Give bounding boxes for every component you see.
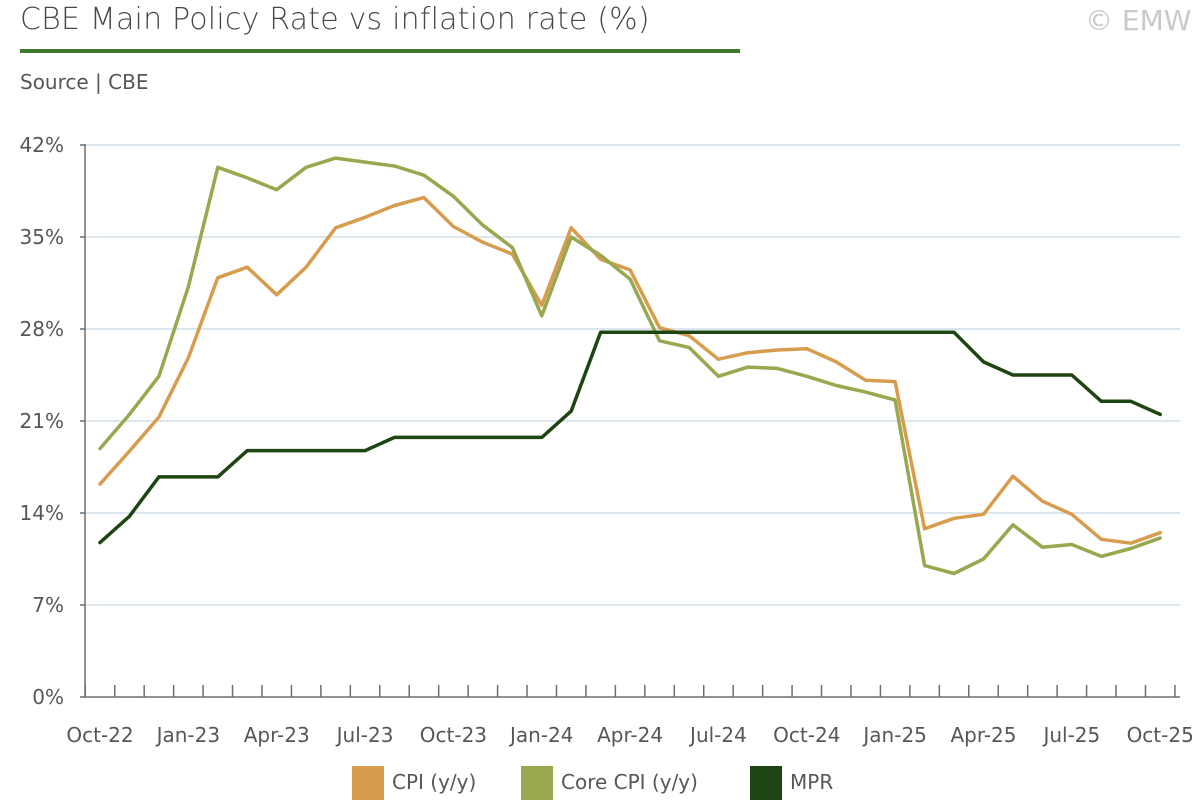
legend: CPI (y/y) Core CPI (y/y) MPR xyxy=(0,766,1200,800)
x-tick-label: Apr-23 xyxy=(244,723,310,747)
x-tick-label: Jan-24 xyxy=(508,723,574,747)
x-tick-label: Jul-23 xyxy=(335,723,394,747)
x-axis: Oct-22 Jan-23 Apr-23 Jul-23 Oct-23 Jan-24 Apr-… xyxy=(66,685,1194,747)
x-tick-label: Jul-25 xyxy=(1041,723,1100,747)
legend-label-cpi: CPI (y/y) xyxy=(392,770,477,794)
series-lines xyxy=(98,156,1162,576)
copyright-watermark: © EMW xyxy=(1085,4,1192,37)
y-tick-label: 35% xyxy=(20,225,64,249)
line-chart: 0% 7% 14% 21% 28% 35% 42% Oct-22 Jan-23 Apr-23 Ju… xyxy=(20,133,1194,747)
x-tick-label: Oct-22 xyxy=(66,723,133,747)
core-cpi-line xyxy=(98,156,1162,576)
x-tick-label: Oct-25 xyxy=(1127,723,1194,747)
x-tick-label: Jan-25 xyxy=(861,723,927,747)
title-underline xyxy=(20,49,740,53)
legend-swatch-core-cpi xyxy=(521,766,553,800)
y-tick-label: 28% xyxy=(20,317,64,341)
legend-label-core-cpi: Core CPI (y/y) xyxy=(561,770,698,794)
x-tick-label: Apr-24 xyxy=(597,723,663,747)
source-note: Source | CBE xyxy=(20,70,149,94)
grid-lines xyxy=(85,144,1180,606)
legend-swatch-cpi xyxy=(352,766,384,800)
y-tick-label: 14% xyxy=(20,501,64,525)
y-axis: 0% 7% 14% 21% 28% 35% 42% xyxy=(20,133,86,709)
y-tick-label: 42% xyxy=(20,133,64,157)
legend-label-mpr: MPR xyxy=(790,770,834,794)
chart-title: CBE Main Policy Rate vs inflation rate (… xyxy=(20,2,650,37)
x-tick-label: Oct-24 xyxy=(773,723,840,747)
mpr-line xyxy=(98,330,1162,545)
x-tick-label: Apr-25 xyxy=(951,723,1017,747)
x-tick-label: Jul-24 xyxy=(688,723,747,747)
y-tick-label: 21% xyxy=(20,409,64,433)
x-tick-label: Jan-23 xyxy=(155,723,221,747)
cpi-line xyxy=(98,195,1162,545)
y-tick-label: 0% xyxy=(32,685,64,709)
y-tick-label: 7% xyxy=(32,593,64,617)
x-tick-label: Oct-23 xyxy=(420,723,487,747)
legend-swatch-mpr xyxy=(750,766,782,800)
